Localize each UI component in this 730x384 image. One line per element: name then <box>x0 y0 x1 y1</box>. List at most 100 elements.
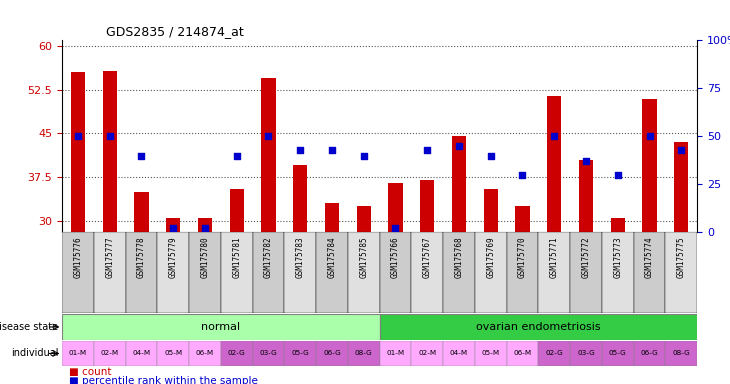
Bar <box>570 232 602 313</box>
Bar <box>579 160 593 232</box>
Bar <box>158 341 189 366</box>
Text: GSM175769: GSM175769 <box>486 237 495 278</box>
Text: GSM175778: GSM175778 <box>137 237 146 278</box>
Bar <box>666 341 697 366</box>
Point <box>453 143 465 149</box>
Text: 05-M: 05-M <box>164 351 182 356</box>
Bar <box>412 232 443 313</box>
Bar <box>158 232 189 313</box>
Bar <box>420 180 434 232</box>
Bar <box>602 232 634 313</box>
Text: normal: normal <box>201 322 240 332</box>
Text: individual: individual <box>11 348 58 359</box>
Bar <box>443 232 475 313</box>
Bar <box>102 71 117 232</box>
Bar <box>348 232 380 313</box>
Text: disease state: disease state <box>0 322 58 332</box>
Bar <box>198 218 212 232</box>
Bar <box>547 96 561 232</box>
Bar <box>221 341 253 366</box>
Bar <box>380 341 412 366</box>
Bar <box>316 232 348 313</box>
Text: 02-M: 02-M <box>418 351 437 356</box>
Point <box>294 147 306 153</box>
Bar <box>325 203 339 232</box>
Bar <box>634 341 666 366</box>
Bar <box>570 341 602 366</box>
Point <box>644 133 656 139</box>
Bar <box>674 142 688 232</box>
Bar <box>134 192 149 232</box>
Bar <box>443 341 475 366</box>
Text: GSM175773: GSM175773 <box>613 237 622 278</box>
Bar <box>602 341 634 366</box>
Text: GSM175774: GSM175774 <box>645 237 654 278</box>
Point <box>580 158 592 164</box>
Bar <box>71 72 85 232</box>
Bar <box>62 341 93 366</box>
Point <box>612 172 623 178</box>
Text: 02-G: 02-G <box>228 351 245 356</box>
Bar <box>388 183 403 232</box>
Point <box>326 147 338 153</box>
Bar <box>285 232 316 313</box>
Point <box>136 152 147 159</box>
Point <box>263 133 274 139</box>
Text: 06-G: 06-G <box>323 351 341 356</box>
Text: GSM175777: GSM175777 <box>105 237 114 278</box>
Text: GSM175766: GSM175766 <box>391 237 400 278</box>
Text: GSM175772: GSM175772 <box>582 237 591 278</box>
Text: GSM175785: GSM175785 <box>359 237 368 278</box>
Bar <box>412 341 443 366</box>
Text: 04-M: 04-M <box>132 351 150 356</box>
Bar <box>634 232 666 313</box>
Text: GSM175768: GSM175768 <box>455 237 464 278</box>
Bar <box>166 218 180 232</box>
Text: GSM175780: GSM175780 <box>201 237 210 278</box>
Point <box>231 152 242 159</box>
Bar <box>93 341 126 366</box>
Bar <box>253 232 285 313</box>
Text: GSM175771: GSM175771 <box>550 237 558 278</box>
Point <box>358 152 369 159</box>
Text: 02-M: 02-M <box>101 351 119 356</box>
Bar <box>483 189 498 232</box>
Bar <box>126 341 158 366</box>
Text: 01-M: 01-M <box>386 351 404 356</box>
Text: 03-G: 03-G <box>577 351 595 356</box>
Text: 06-G: 06-G <box>641 351 658 356</box>
Text: 05-G: 05-G <box>291 351 309 356</box>
Bar <box>261 78 276 232</box>
Bar <box>666 232 697 313</box>
Bar <box>380 314 697 340</box>
Bar <box>507 232 539 313</box>
Bar <box>93 232 126 313</box>
Text: GSM175770: GSM175770 <box>518 237 527 278</box>
Text: 01-M: 01-M <box>69 351 87 356</box>
Bar <box>515 206 530 232</box>
Bar <box>285 341 316 366</box>
Text: ■ percentile rank within the sample: ■ percentile rank within the sample <box>69 376 258 384</box>
Point <box>517 172 529 178</box>
Text: ovarian endometriosis: ovarian endometriosis <box>476 322 601 332</box>
Bar <box>348 341 380 366</box>
Text: 06-M: 06-M <box>196 351 214 356</box>
Text: 03-G: 03-G <box>260 351 277 356</box>
Text: 04-M: 04-M <box>450 351 468 356</box>
Bar <box>642 99 657 232</box>
Text: 05-M: 05-M <box>482 351 500 356</box>
Text: 08-G: 08-G <box>672 351 690 356</box>
Point <box>199 225 211 232</box>
Text: 06-M: 06-M <box>513 351 531 356</box>
Bar <box>316 341 348 366</box>
Point <box>167 225 179 232</box>
Point <box>485 152 496 159</box>
Text: GSM175776: GSM175776 <box>74 237 82 278</box>
Bar <box>356 206 371 232</box>
Text: GSM175781: GSM175781 <box>232 237 241 278</box>
Bar <box>539 341 570 366</box>
Bar <box>189 341 221 366</box>
Text: GSM175767: GSM175767 <box>423 237 431 278</box>
Bar <box>229 189 244 232</box>
Text: GDS2835 / 214874_at: GDS2835 / 214874_at <box>106 25 244 38</box>
